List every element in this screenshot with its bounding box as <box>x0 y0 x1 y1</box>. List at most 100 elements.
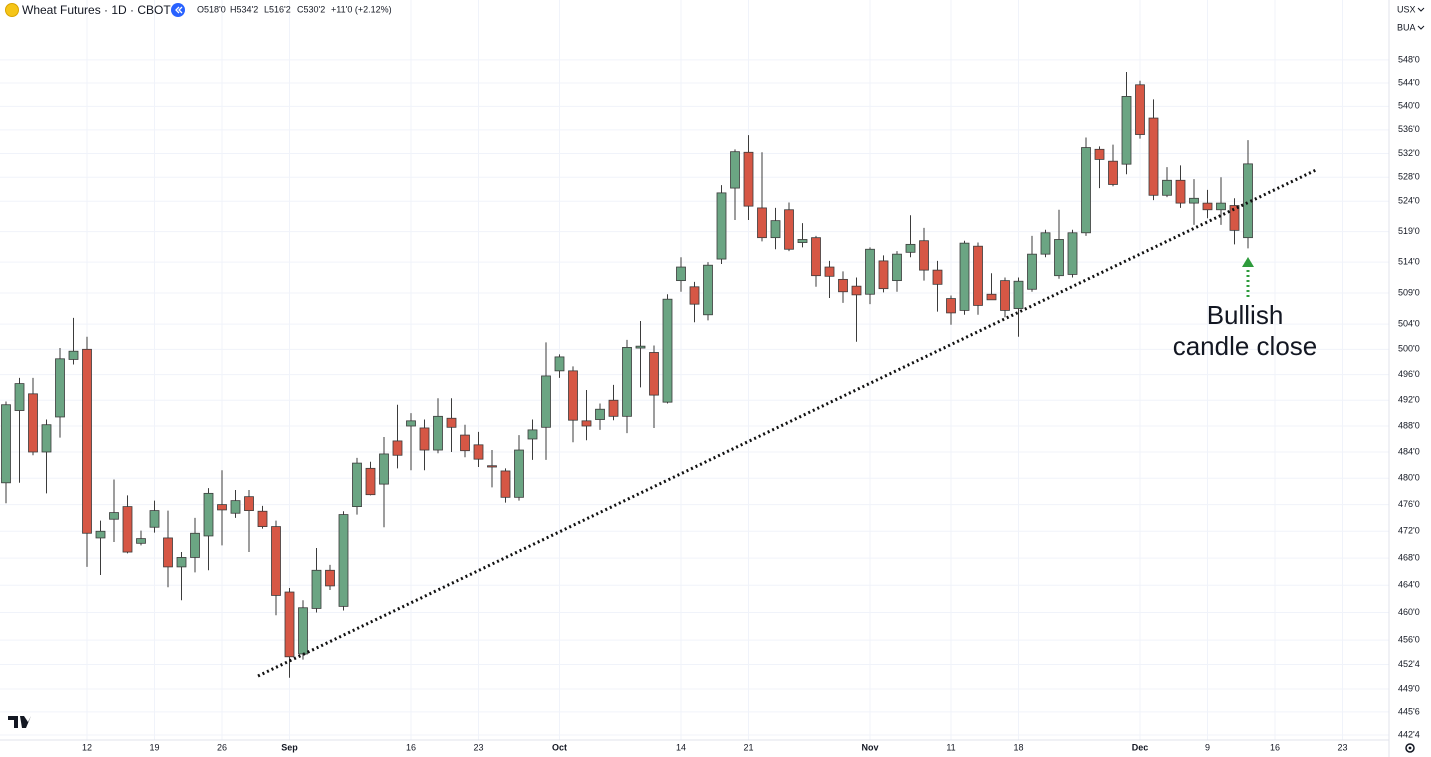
candle-body <box>635 345 646 349</box>
candle-body <box>473 444 484 460</box>
y-tick-label: 464'0 <box>1398 580 1420 590</box>
candle-body <box>352 462 362 508</box>
candle-body <box>527 429 538 440</box>
candle-body <box>838 278 848 293</box>
candle-body <box>379 453 389 485</box>
candle-body <box>784 209 794 250</box>
candle-body <box>770 220 781 239</box>
y-tick-label: 548'0 <box>1398 54 1420 64</box>
settings-button[interactable] <box>1405 743 1415 753</box>
candle-body <box>743 151 754 207</box>
candle-body <box>757 207 767 239</box>
candle-body <box>959 242 970 311</box>
collapse-button[interactable] <box>171 3 185 17</box>
candle-body <box>271 526 281 596</box>
y-tick-label: 476'0 <box>1398 499 1420 509</box>
grid <box>0 0 1389 740</box>
candle-body <box>676 266 686 282</box>
trend-line <box>257 168 1317 678</box>
x-tick-label: 14 <box>676 742 686 752</box>
annotation: Bullish candle close <box>1173 257 1318 361</box>
tradingview-logo[interactable] <box>8 716 31 728</box>
y-tick-label: 509'0 <box>1398 287 1420 297</box>
candle-body <box>1202 202 1213 211</box>
candle-body <box>460 434 470 452</box>
x-tick-label: Oct <box>552 742 567 752</box>
candle-body <box>851 285 862 296</box>
y-tick-label: 442'4 <box>1398 729 1420 739</box>
candle-body <box>446 417 457 428</box>
candle-body <box>986 293 997 301</box>
y-tick-label: 468'0 <box>1398 552 1420 562</box>
y-tick-label: 544'0 <box>1398 77 1420 87</box>
candle-body <box>1013 280 1024 309</box>
candle-body <box>68 350 79 360</box>
candle-body <box>919 240 929 271</box>
dropdown-icon <box>1417 7 1425 12</box>
y-tick-label: 460'0 <box>1398 607 1420 617</box>
y-tick-label: 500'0 <box>1398 344 1420 354</box>
x-tick-label: 16 <box>406 742 416 752</box>
candle-body <box>892 253 902 282</box>
candle-body <box>905 243 916 253</box>
candle-body <box>797 239 808 243</box>
y-tick-label: 456'0 <box>1398 635 1420 645</box>
y-tick-label: 488'0 <box>1398 420 1420 430</box>
y-tick-label: 472'0 <box>1398 526 1420 536</box>
y-tick-label: 445'6 <box>1398 706 1420 716</box>
y-tick-label: 514'0 <box>1398 257 1420 267</box>
annotation-arrow-head <box>1242 257 1254 267</box>
candle-body <box>109 512 119 520</box>
collapse-icon <box>175 6 183 14</box>
y-tick-label: 496'0 <box>1398 369 1420 379</box>
candle-body <box>608 399 619 417</box>
y-tick-label: 540'0 <box>1398 101 1420 111</box>
candle-body <box>122 506 133 553</box>
candle-body <box>1148 117 1159 196</box>
candle-body <box>1040 232 1051 255</box>
candle-body <box>865 248 875 295</box>
candle-body <box>1081 147 1091 234</box>
ohlc-open: O518'0 <box>197 4 226 14</box>
ohlc-high: H534'2 <box>230 4 258 14</box>
candle-body <box>1108 160 1118 185</box>
settings-icon <box>1408 746 1412 750</box>
x-tick-label: Dec <box>1132 742 1149 752</box>
candle-body <box>649 352 659 396</box>
candle-body <box>1216 202 1226 211</box>
candle-body <box>581 420 592 427</box>
unit-select[interactable]: BUA <box>1397 22 1416 32</box>
y-tick-label: 524'0 <box>1398 196 1420 206</box>
symbol-icon[interactable] <box>5 3 19 17</box>
candle-body <box>136 538 146 544</box>
currency-select[interactable]: USX <box>1397 4 1416 14</box>
candle-body <box>703 264 713 316</box>
candle-body <box>176 557 187 568</box>
candle-body <box>1135 84 1145 135</box>
candle-body <box>730 151 740 189</box>
y-tick-label: 480'0 <box>1398 473 1420 483</box>
candle-body <box>365 467 376 496</box>
candle-body <box>811 237 821 277</box>
candle-body <box>392 440 403 456</box>
candle-body <box>284 591 295 658</box>
x-tick-label: 19 <box>149 742 159 752</box>
x-tick-label: Sep <box>281 742 298 752</box>
candle-body <box>55 358 65 418</box>
x-tick-label: 11 <box>946 742 955 752</box>
candle-body <box>149 510 160 528</box>
annotation-text: candle close <box>1173 331 1318 361</box>
ohlc-close: C530'2 <box>297 4 325 14</box>
candle-body <box>190 532 200 558</box>
x-tick-label: 18 <box>1013 742 1023 752</box>
candle-body <box>1027 253 1037 290</box>
candle-body <box>28 393 38 453</box>
y-tick-label: 536'0 <box>1398 124 1420 134</box>
y-tick-label: 519'0 <box>1398 226 1420 236</box>
x-tick-label: 26 <box>217 742 227 752</box>
candle-body <box>41 424 52 453</box>
symbol-title[interactable]: Wheat Futures · 1D · CBOT <box>22 3 171 17</box>
y-tick-label: 452'4 <box>1398 659 1420 669</box>
candle-body <box>1189 197 1199 204</box>
